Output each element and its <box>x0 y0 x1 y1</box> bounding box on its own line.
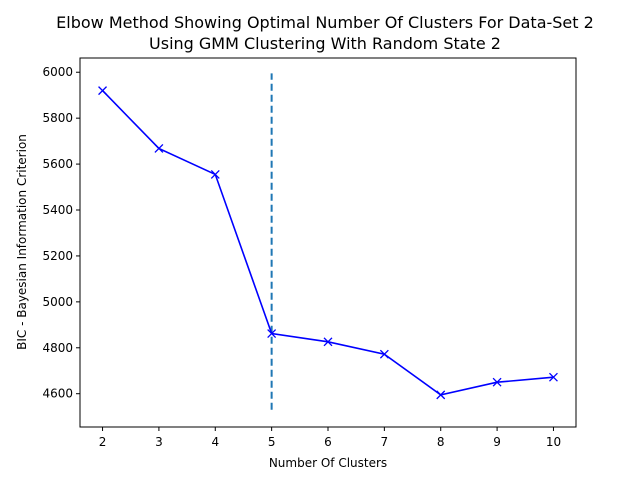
y-tick-label-2: 5000 <box>42 295 73 309</box>
x-tick-label-6: 8 <box>437 435 445 449</box>
x-tick-label-7: 9 <box>493 435 501 449</box>
x-tick-label-5: 7 <box>381 435 389 449</box>
y-tick-label-7: 6000 <box>42 65 73 79</box>
series-markers <box>98 86 558 400</box>
data-point-8 <box>436 390 446 400</box>
x-tick-label-4: 6 <box>324 435 332 449</box>
x-tick-label-0: 2 <box>99 435 107 449</box>
x-axis-label: Number Of Clusters <box>269 456 387 470</box>
y-tick-label-3: 5200 <box>42 249 73 263</box>
plot-frame <box>79 57 577 428</box>
y-axis-ticks: 4600 4800 5000 5200 5400 5600 5800 6000 <box>42 65 80 401</box>
data-point-9 <box>492 377 502 387</box>
data-point-3 <box>154 144 164 153</box>
data-point-7 <box>379 349 389 359</box>
data-point-2 <box>98 86 108 96</box>
y-tick-label-5: 5600 <box>42 157 73 171</box>
y-tick-label-0: 4600 <box>42 387 73 401</box>
x-tick-label-8: 10 <box>546 435 561 449</box>
y-tick-label-4: 5400 <box>42 203 73 217</box>
y-axis-label: BIC - Bayesian Information Criterion <box>15 134 29 350</box>
chart-subtitle: Using GMM Clustering With Random State 2 <box>149 34 501 53</box>
plot-area <box>80 58 576 427</box>
x-tick-label-2: 4 <box>211 435 219 449</box>
data-point-10 <box>548 372 558 382</box>
x-tick-label-3: 5 <box>268 435 276 449</box>
data-point-5 <box>267 329 277 339</box>
x-axis-ticks: 2 3 4 5 6 7 8 9 10 <box>99 427 561 449</box>
data-point-4 <box>210 169 220 179</box>
data-point-6 <box>323 337 333 347</box>
y-tick-label-1: 4800 <box>42 341 73 355</box>
chart-title: Elbow Method Showing Optimal Number Of C… <box>56 13 594 32</box>
y-tick-label-6: 5800 <box>42 111 73 125</box>
x-tick-label-1: 3 <box>155 435 163 449</box>
